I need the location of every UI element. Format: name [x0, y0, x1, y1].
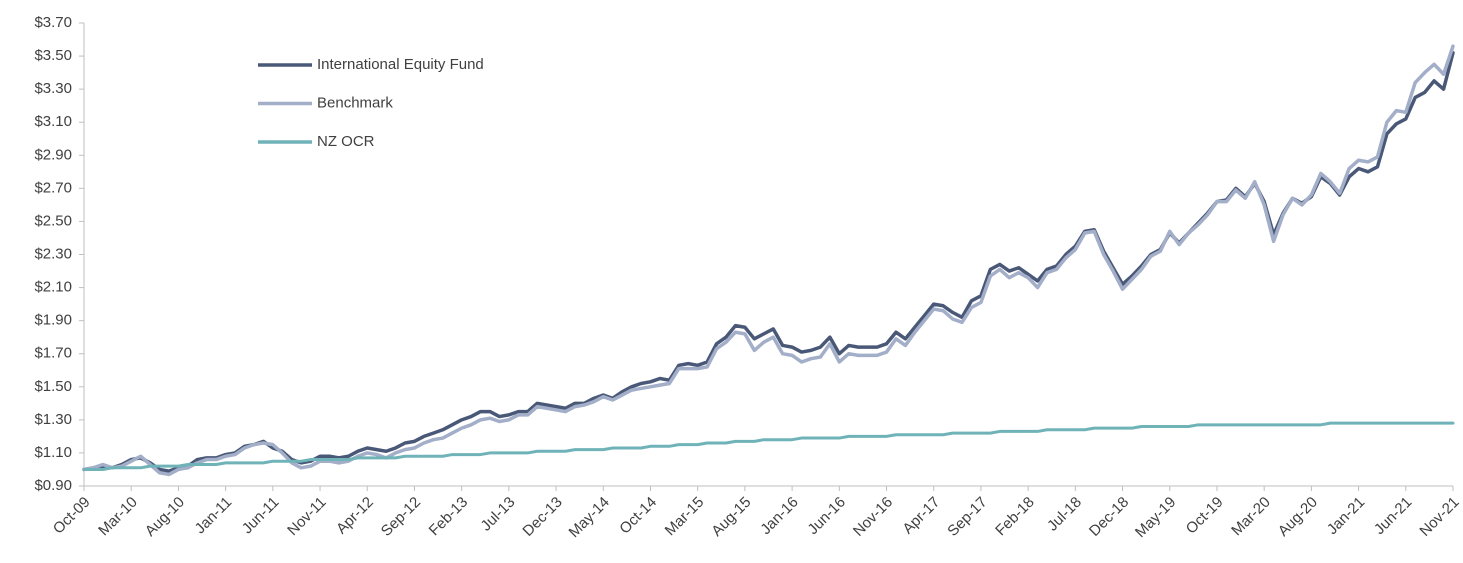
x-tick-label: Oct-14 [616, 494, 660, 538]
x-tick-label: Dec-18 [1086, 494, 1132, 540]
x-tick-label: Feb-13 [426, 494, 472, 540]
series-line [82, 44, 1455, 477]
legend-label: NZ OCR [317, 133, 375, 150]
x-tick-label: Jun-16 [804, 494, 848, 538]
x-tick-label: May-14 [566, 494, 613, 541]
y-tick-label: $3.50 [34, 47, 72, 64]
y-tick-label: $3.70 [34, 14, 72, 31]
x-tick-label: Jan-11 [192, 494, 236, 538]
x-tick-label: Jan-16 [757, 494, 801, 538]
y-tick-label: $1.30 [34, 411, 72, 428]
y-tick-label: $1.50 [34, 378, 72, 395]
x-tick-label: Nov-11 [284, 494, 329, 539]
x-tick-label: Jun-21 [1371, 494, 1415, 538]
x-tick-label: Aug-10 [142, 494, 188, 540]
y-tick-label: $2.10 [34, 279, 72, 296]
y-tick-label: $0.90 [34, 477, 72, 494]
x-tick-label: Feb-18 [992, 494, 1038, 540]
x-tick-label: May-19 [1132, 494, 1179, 541]
x-tick-label: Jun-11 [239, 494, 283, 538]
y-tick-label: $3.10 [34, 113, 72, 130]
x-tick-label: Mar-20 [1228, 494, 1274, 540]
x-tick-label: Sep-17 [944, 494, 990, 540]
legend-label: International Equity Fund [317, 56, 484, 73]
x-tick-label: Dec-13 [519, 494, 565, 540]
x-tick-label: Oct-09 [50, 494, 94, 538]
x-tick-label: Sep-12 [378, 494, 424, 540]
y-tick-label: $1.10 [34, 444, 72, 461]
legend-label: Benchmark [317, 94, 393, 111]
x-tick-label: Nov-21 [1416, 494, 1462, 540]
x-tick-label: Mar-15 [662, 494, 708, 540]
series-line [82, 51, 1455, 473]
x-tick-label: Jul-18 [1044, 494, 1085, 535]
x-tick-label: Aug-20 [1275, 494, 1321, 540]
x-tick-label: Apr-17 [899, 494, 943, 538]
series-line [82, 421, 1455, 471]
x-tick-label: Jul-13 [478, 494, 519, 535]
y-tick-label: $2.30 [34, 245, 72, 262]
x-tick-label: Oct-19 [1183, 494, 1227, 538]
x-tick-label: Nov-16 [850, 494, 896, 540]
y-tick-label: $1.70 [34, 345, 72, 362]
y-tick-label: $2.50 [34, 212, 72, 229]
x-tick-label: Apr-12 [333, 494, 377, 538]
x-tick-label: Mar-10 [95, 494, 141, 540]
y-tick-label: $2.90 [34, 146, 72, 163]
y-tick-label: $2.70 [34, 179, 72, 196]
y-tick-label: $1.90 [34, 312, 72, 329]
x-tick-label: Aug-15 [708, 494, 754, 540]
x-tick-label: Jan-21 [1324, 494, 1368, 538]
y-tick-label: $3.30 [34, 80, 72, 97]
